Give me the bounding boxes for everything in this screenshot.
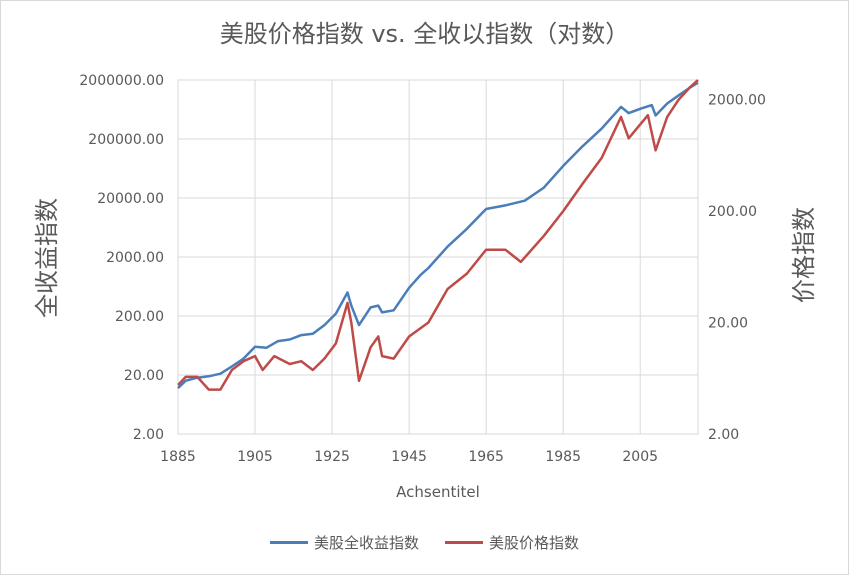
legend-label-total-return: 美股全收益指数 bbox=[313, 534, 419, 552]
series-group bbox=[177, 79, 699, 391]
left-axis-ticks: 2.00 20.00 200.00 2000.00 20000.00 200000.00 2… bbox=[79, 73, 164, 443]
legend-item-price: 美股价格指数 bbox=[445, 532, 579, 553]
grid-lines bbox=[177, 79, 699, 435]
x-tick-label: 1965 bbox=[468, 449, 504, 465]
series-line-total-return bbox=[177, 81, 699, 390]
right-tick-label: 20.00 bbox=[708, 316, 748, 332]
x-tick-label: 1985 bbox=[545, 449, 581, 465]
x-tick-label: 1925 bbox=[314, 449, 350, 465]
left-tick-label: 200.00 bbox=[115, 309, 164, 325]
x-axis-title: Achsentitel bbox=[396, 483, 480, 501]
y-axis-right-title: 价格指数 bbox=[790, 207, 818, 303]
y-axis-left-title: 全收益指数 bbox=[33, 198, 61, 318]
left-tick-label: 2000000.00 bbox=[79, 73, 164, 89]
x-tick-label: 2005 bbox=[622, 449, 658, 465]
left-tick-label: 200000.00 bbox=[88, 132, 164, 148]
chart-title: 美股价格指数 vs. 全收以指数（对数） bbox=[219, 20, 630, 48]
legend-swatch-price bbox=[445, 541, 483, 544]
left-tick-label: 20.00 bbox=[124, 368, 164, 384]
legend: 美股全收益指数 美股价格指数 bbox=[0, 532, 849, 553]
right-tick-label: 2.00 bbox=[708, 427, 739, 443]
legend-label-price: 美股价格指数 bbox=[489, 534, 580, 552]
right-tick-label: 2000.00 bbox=[708, 93, 766, 109]
x-axis-ticks: 1885 1905 1925 1945 1965 1985 2005 bbox=[160, 449, 658, 465]
series-line-price bbox=[177, 79, 699, 391]
legend-item-total-return: 美股全收益指数 bbox=[269, 532, 419, 553]
left-tick-label: 2000.00 bbox=[106, 250, 164, 266]
x-tick-label: 1905 bbox=[237, 449, 273, 465]
legend-swatch-total-return bbox=[269, 541, 308, 544]
left-tick-label: 20000.00 bbox=[97, 191, 164, 207]
right-tick-label: 200.00 bbox=[708, 204, 757, 220]
x-tick-label: 1885 bbox=[160, 449, 196, 465]
x-tick-label: 1945 bbox=[391, 449, 427, 465]
right-axis-ticks: 2.00 20.00 200.00 2000.00 bbox=[708, 93, 766, 443]
left-tick-label: 2.00 bbox=[133, 427, 164, 443]
